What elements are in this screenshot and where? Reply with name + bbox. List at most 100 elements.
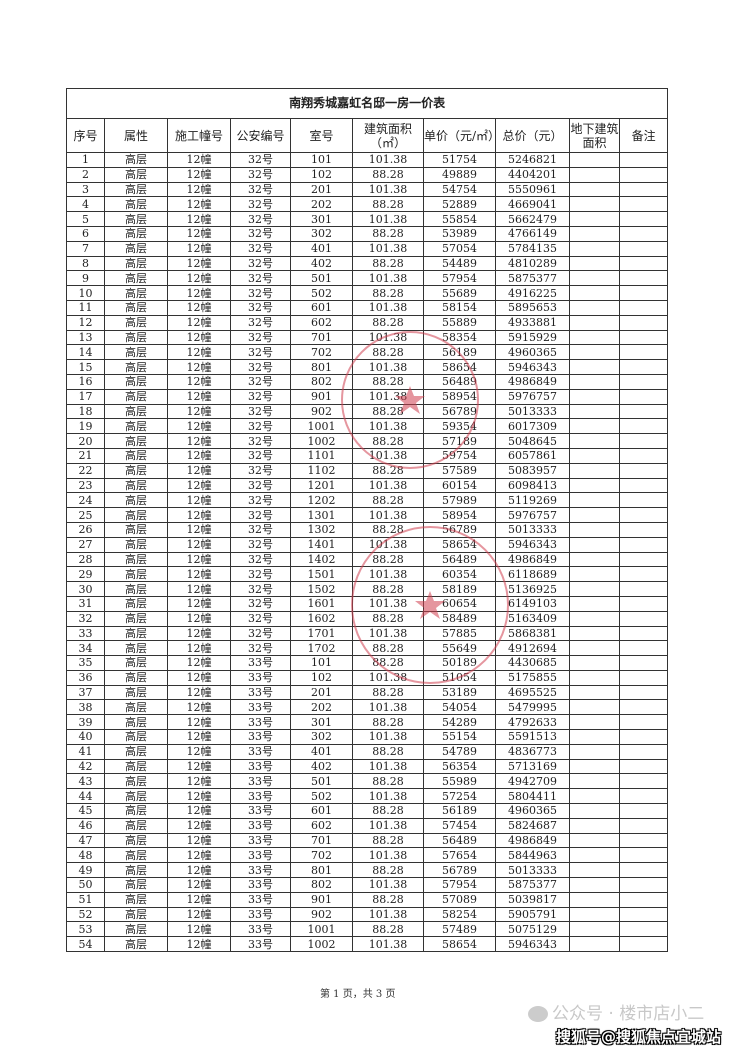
table-cell: 58954 (423, 388, 496, 405)
table-cell: 88.28 (352, 610, 424, 627)
table-cell: 12幢 (167, 329, 231, 346)
table-cell: 1702 (290, 640, 353, 657)
table-cell: 32号 (230, 625, 291, 642)
table-cell: 47 (66, 832, 105, 849)
table-row: 53 高层 12幢 33号 1001 88.28 57489 5075129 (66, 921, 669, 938)
table-cell: 12幢 (167, 862, 231, 879)
table-cell: 1101 (290, 447, 353, 464)
table-cell: 402 (290, 255, 353, 272)
table-cell: 12幢 (167, 566, 231, 583)
table-cell: 88.28 (352, 255, 424, 272)
table-cell: 9 (66, 270, 105, 287)
wechat-watermark: 公众号 · 楼市店小二 (528, 1004, 704, 1025)
table-cell: 88.28 (352, 803, 424, 819)
table-row: 6 高层 12幢 32号 302 88.28 53989 4766149 (66, 225, 669, 242)
table-cell: 12幢 (167, 447, 231, 464)
table-cell (618, 655, 669, 671)
table-cell (569, 625, 620, 642)
table-cell: 12幢 (167, 433, 231, 449)
table-cell: 高层 (104, 152, 168, 168)
table-cell: 55989 (423, 773, 496, 790)
table-cell: 18 (66, 403, 105, 420)
table-cell: 33号 (230, 684, 291, 701)
table-cell: 4933881 (495, 314, 570, 331)
price-table: 南翔秀城嘉虹名邸一房一价表 序号 属性 施工幢号 公安编号 室号 建筑面积（㎡） 单价（元/… (65, 88, 669, 953)
table-cell: 12幢 (167, 581, 231, 597)
table-cell (569, 817, 620, 834)
table-cell: 42 (66, 758, 105, 775)
table-cell (569, 877, 620, 893)
table-cell: 1602 (290, 610, 353, 627)
table-cell: 高层 (104, 566, 168, 583)
table-row: 14 高层 12幢 32号 702 88.28 56189 4960365 (66, 344, 669, 361)
table-cell: 57589 (423, 462, 496, 479)
table-cell: 301 (290, 714, 353, 731)
column-header: 单价（元/㎡） (423, 118, 496, 153)
table-cell: 12幢 (167, 225, 231, 242)
table-cell: 88.28 (352, 373, 424, 390)
table-title: 南翔秀城嘉虹名邸一房一价表 (65, 88, 669, 119)
table-cell: 58154 (423, 299, 496, 316)
table-cell: 12幢 (167, 610, 231, 627)
table-cell: 88.28 (352, 684, 424, 701)
table-cell: 高层 (104, 862, 168, 879)
table-cell: 1701 (290, 625, 353, 642)
table-cell: 5662479 (495, 211, 570, 227)
table-cell: 801 (290, 862, 353, 879)
table-row: 13 高层 12幢 32号 701 101.38 58354 5915929 (66, 329, 669, 346)
table-cell: 高层 (104, 507, 168, 523)
table-cell: 54754 (423, 181, 496, 198)
table-cell: 1601 (290, 595, 353, 612)
table-cell: 57654 (423, 847, 496, 864)
table-cell: 12幢 (167, 877, 231, 893)
table-cell: 12幢 (167, 492, 231, 509)
table-cell: 12幢 (167, 803, 231, 819)
table-cell: 高层 (104, 196, 168, 213)
table-cell (618, 862, 669, 879)
table-cell: 28 (66, 551, 105, 568)
table-cell: 4960365 (495, 344, 570, 361)
table-cell: 402 (290, 758, 353, 775)
table-cell: 5946343 (495, 936, 570, 953)
table-row: 34 高层 12幢 32号 1702 88.28 55649 4912694 (66, 640, 669, 657)
table-cell: 88.28 (352, 655, 424, 671)
table-row: 17 高层 12幢 32号 901 101.38 58954 5976757 (66, 388, 669, 405)
table-row: 4 高层 12幢 32号 202 88.28 52889 4669041 (66, 196, 669, 213)
table-cell: 101.38 (352, 906, 424, 923)
table-cell: 12幢 (167, 211, 231, 227)
table-cell: 56489 (423, 832, 496, 849)
table-cell: 5976757 (495, 507, 570, 523)
table-cell: 401 (290, 743, 353, 760)
table-cell: 51 (66, 891, 105, 908)
table-cell: 32号 (230, 462, 291, 479)
table-cell: 32号 (230, 166, 291, 183)
table-row: 36 高层 12幢 33号 102 101.38 51054 5175855 (66, 669, 669, 686)
table-cell (569, 906, 620, 923)
table-cell: 57885 (423, 625, 496, 642)
table-cell: 4942709 (495, 773, 570, 790)
table-cell: 32号 (230, 314, 291, 331)
table-cell: 57454 (423, 817, 496, 834)
table-cell: 4669041 (495, 196, 570, 213)
table-cell: 57054 (423, 240, 496, 257)
table-cell (569, 936, 620, 953)
table-cell: 12幢 (167, 773, 231, 790)
table-cell (569, 166, 620, 183)
table-cell: 高层 (104, 803, 168, 819)
table-cell: 5784135 (495, 240, 570, 257)
table-row: 50 高层 12幢 33号 802 101.38 57954 5875377 (66, 877, 669, 893)
table-row: 44 高层 12幢 33号 502 101.38 57254 5804411 (66, 788, 669, 805)
table-cell (569, 921, 620, 938)
table-cell: 12幢 (167, 255, 231, 272)
table-cell: 32号 (230, 492, 291, 509)
table-cell: 12幢 (167, 477, 231, 494)
table-cell: 46 (66, 817, 105, 834)
table-row: 54 高层 12幢 33号 1002 101.38 58654 5946343 (66, 936, 669, 953)
table-cell: 32号 (230, 329, 291, 346)
table-cell: 高层 (104, 418, 168, 435)
table-cell: 4986849 (495, 373, 570, 390)
table-cell: 12幢 (167, 817, 231, 834)
table-cell: 5976757 (495, 388, 570, 405)
table-cell: 6057861 (495, 447, 570, 464)
table-cell: 202 (290, 699, 353, 716)
